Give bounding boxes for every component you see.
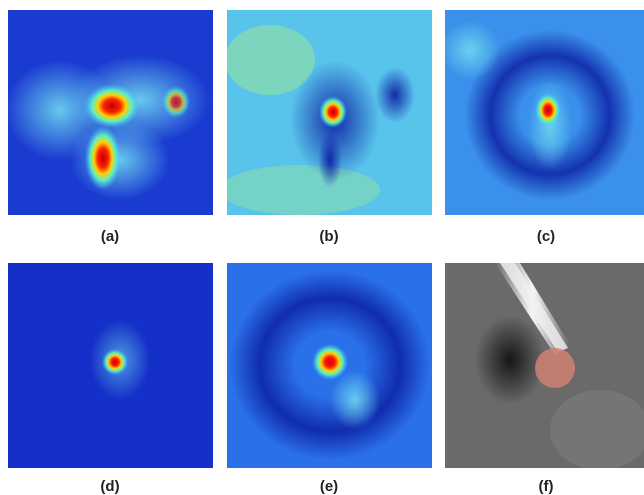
caption: (d)	[100, 478, 119, 495]
caption: (a)	[101, 228, 119, 245]
caption: (f)	[539, 478, 554, 495]
caption: (c)	[537, 228, 555, 245]
photo	[445, 263, 644, 470]
caption: (b)	[319, 228, 338, 245]
figure: (a) (b) (c) (d) (e) (f)	[0, 0, 644, 495]
caption: (e)	[320, 478, 338, 495]
heatmap	[440, 10, 644, 215]
heatmap	[227, 263, 432, 468]
heatmap	[5, 10, 213, 215]
heatmap	[8, 263, 213, 468]
page: (a) (b) (c) (d) (e) (f) (() => { const d…	[0, 0, 644, 495]
heatmap	[220, 10, 432, 215]
